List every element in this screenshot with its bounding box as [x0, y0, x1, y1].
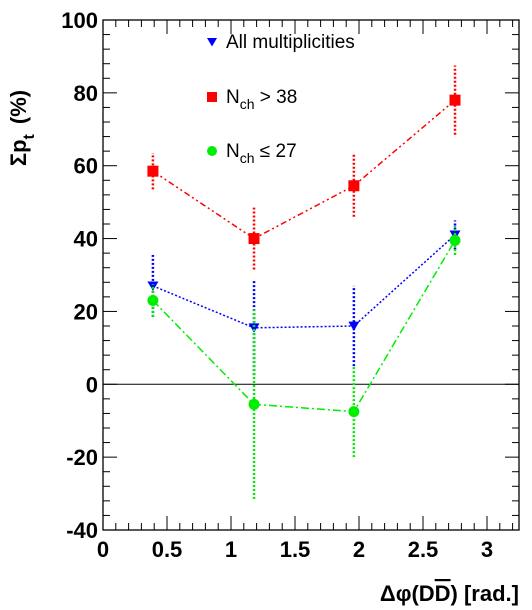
y-axis-title-unit: (%)	[6, 90, 31, 124]
data-point	[248, 398, 260, 410]
ticks-layer: -40 -20 0 20 40 60 80 100 0 0.5 1 1.5 2 2.5 3	[61, 8, 519, 562]
legend-entry: All multiplicities	[207, 32, 355, 53]
data-point	[207, 38, 217, 47]
x-tick-label: 1.5	[280, 537, 311, 562]
y-tick-label: 40	[74, 227, 98, 252]
legend-label: Nch ≤ 27	[226, 141, 297, 166]
data-point	[348, 406, 360, 418]
x-tick-label: 1	[225, 537, 237, 562]
legend-label-sub: ch	[240, 150, 255, 166]
data-point	[248, 233, 260, 245]
legend-label-main: N	[226, 87, 240, 108]
legend-label: Nch > 38	[226, 87, 297, 112]
x-axis-title: Δφ(DD) [rad.]	[380, 581, 519, 606]
data-point	[147, 281, 159, 291]
y-tick-label: 60	[74, 154, 98, 179]
series-line	[152, 234, 456, 329]
series-n-ch-27	[147, 225, 461, 500]
y-tick-label: 20	[74, 299, 98, 324]
series-line	[152, 240, 456, 413]
y-tick-label: -40	[66, 518, 98, 543]
x-tick-label: 3	[481, 537, 493, 562]
legend-label-sub: ch	[240, 96, 255, 112]
data-point	[449, 94, 461, 106]
y-tick-label: -20	[66, 445, 98, 470]
y-axis-title-sigma: Σp	[6, 139, 31, 166]
legend-label-main: All multiplicities	[226, 32, 355, 53]
legend-label-suffix: > 38	[255, 87, 298, 108]
legend-label-suffix: ≤ 27	[255, 141, 297, 162]
y-axis-title-sub: t	[21, 133, 38, 139]
data-point	[207, 146, 217, 156]
legend-label-main: N	[226, 141, 240, 162]
legend-entry: Nch > 38	[207, 87, 297, 112]
data-point	[449, 234, 461, 246]
series-n-ch-38	[147, 65, 461, 270]
x-tick-label: 0.5	[152, 537, 183, 562]
series-line	[152, 99, 456, 240]
x-tick-label: 2	[353, 537, 365, 562]
y-tick-label: 0	[86, 372, 98, 397]
data-point	[248, 323, 260, 333]
x-axis-title-suffix: ) [rad.]	[451, 581, 519, 606]
data-point	[147, 165, 159, 177]
x-axis-title-dbar: D	[435, 581, 451, 606]
data-point	[207, 92, 217, 102]
plot-frame	[102, 19, 520, 531]
data-point	[348, 180, 360, 192]
legend-label: All multiplicities	[226, 32, 355, 53]
data-point	[147, 295, 159, 306]
legend-entry: Nch ≤ 27	[207, 141, 297, 166]
x-tick-label: 2.5	[408, 537, 439, 562]
series-layer	[147, 65, 461, 500]
y-tick-label: 100	[61, 8, 98, 33]
y-tick-label: 80	[74, 81, 98, 106]
y-axis-title: Σpt (%)	[6, 90, 38, 166]
x-tick-label: 0	[97, 537, 109, 562]
data-point	[348, 321, 360, 331]
x-axis-title-prefix: Δφ(D	[380, 581, 435, 606]
